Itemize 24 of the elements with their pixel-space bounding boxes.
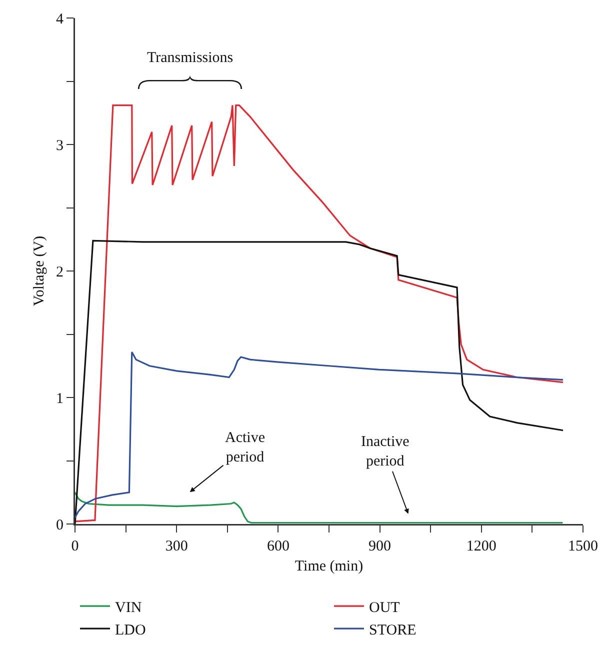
x-tick-label: 1200: [466, 538, 496, 554]
annotation: Transmissions: [147, 50, 234, 66]
y-tick-label: 0: [56, 517, 64, 534]
x-tick-label: 0: [71, 538, 79, 554]
x-tick-label: 1500: [568, 538, 598, 554]
legend-label: OUT: [369, 600, 400, 616]
line-series: [75, 351, 564, 518]
x-tick-label: 600: [266, 538, 290, 554]
legend-label: VIN: [115, 600, 142, 616]
line-series: [75, 104, 564, 522]
x-axis-title: Time (min): [294, 558, 364, 574]
y-tick-label: 3: [56, 138, 64, 154]
legend-label: STORE: [369, 622, 416, 638]
y-tick-label: 2: [56, 264, 64, 280]
y-tick-label: 4: [56, 11, 64, 28]
x-tick-label: 900: [368, 538, 392, 554]
line-series: [75, 492, 564, 524]
annotation: Active period: [225, 430, 266, 466]
y-tick-label: 1: [56, 390, 64, 407]
y-axis-title: Voltage (V): [32, 236, 48, 306]
line-series: [75, 240, 564, 524]
x-tick-label: 300: [165, 538, 188, 554]
legend-label: LDO: [115, 622, 146, 638]
annotation: Inactive period: [361, 434, 410, 470]
